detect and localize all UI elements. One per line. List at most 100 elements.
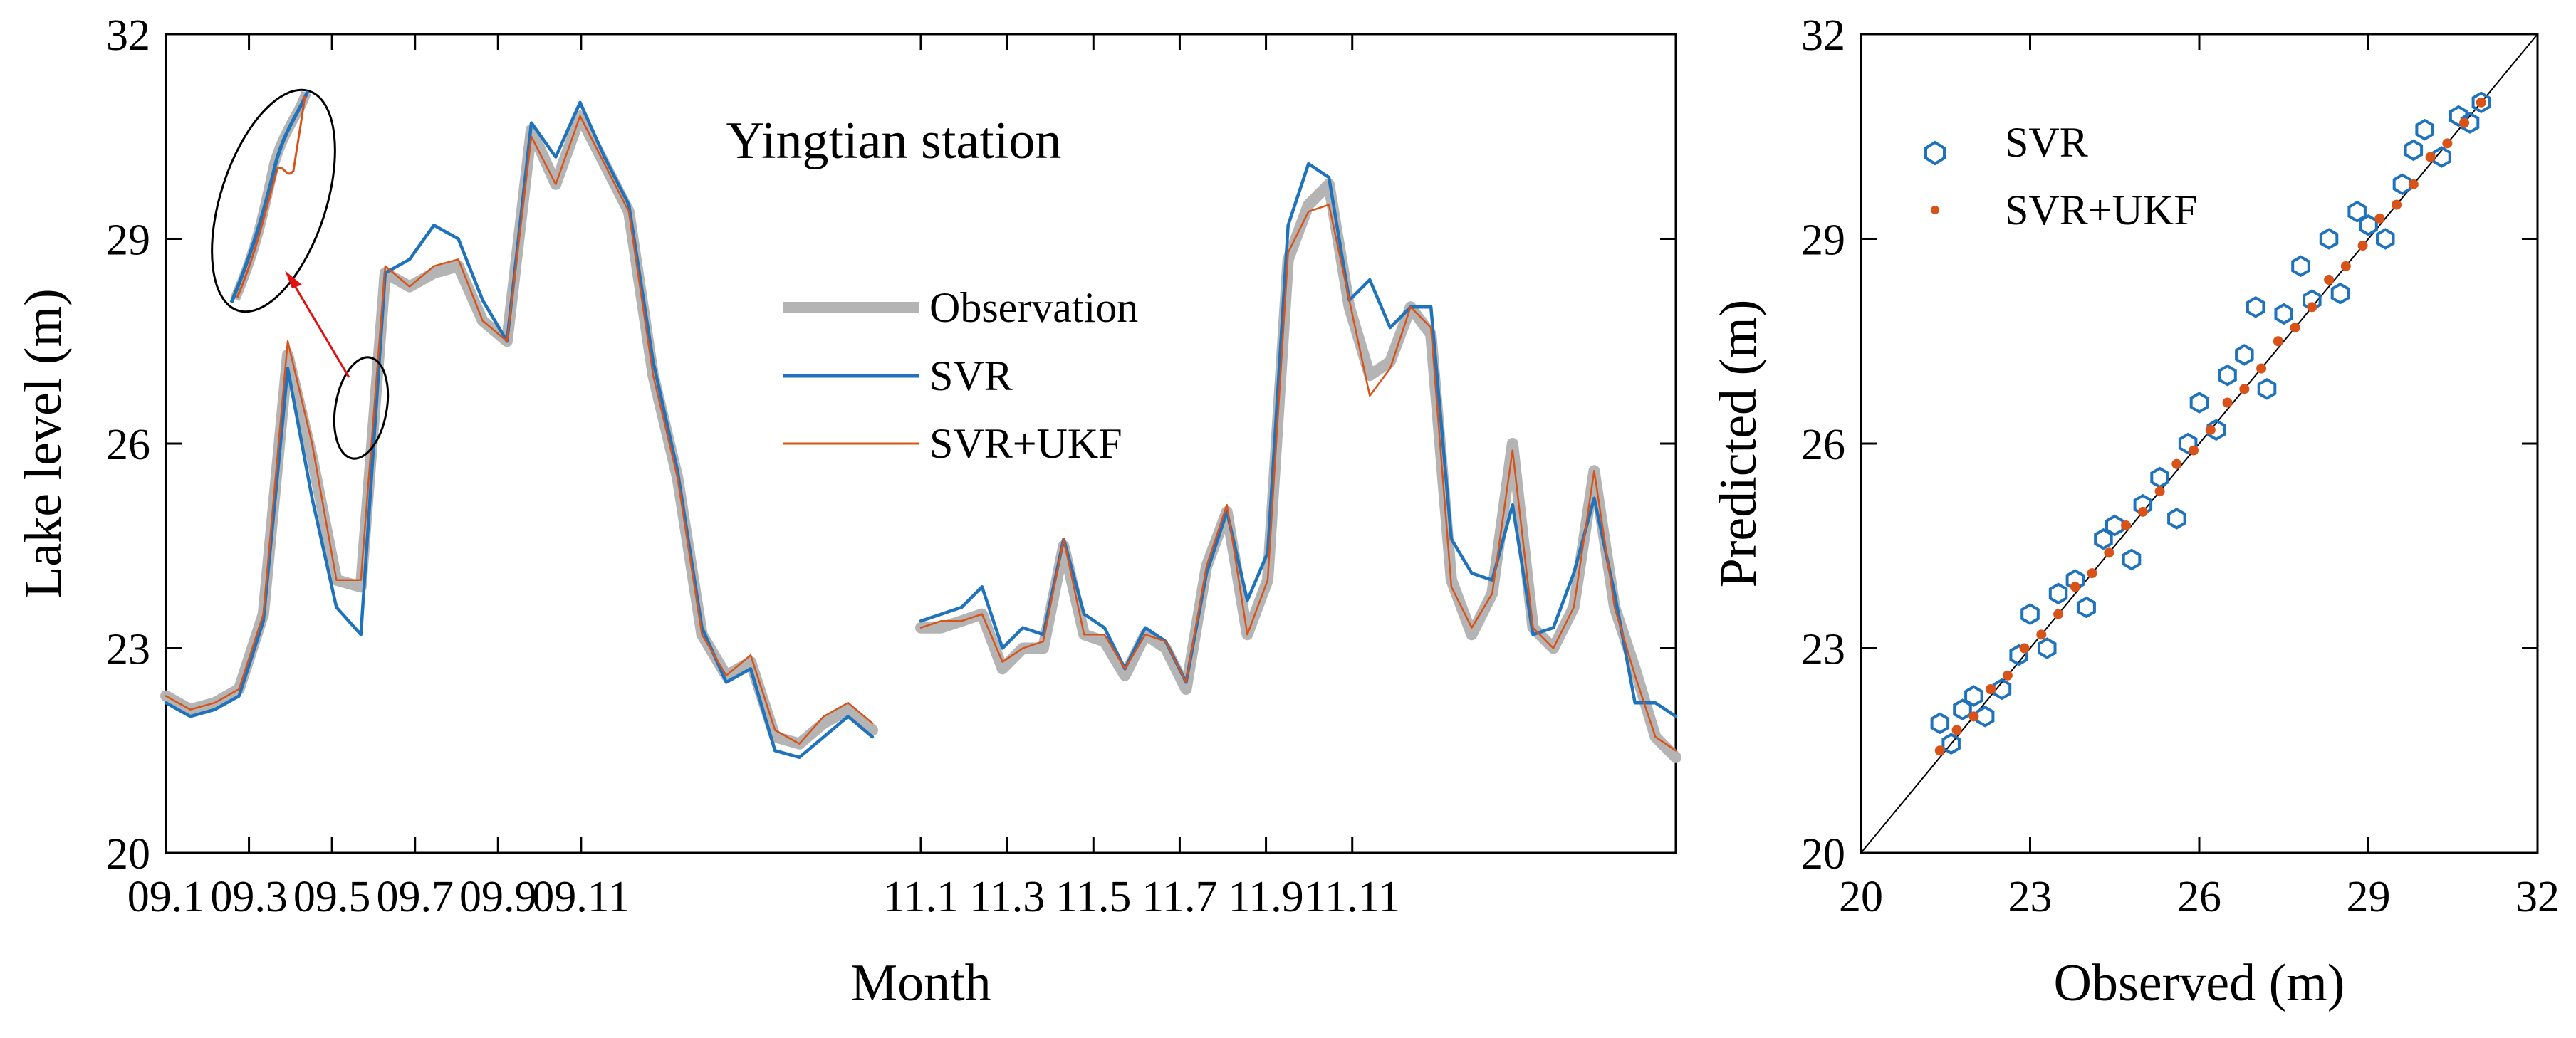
x-tick-label: 09.9 xyxy=(459,873,537,921)
scatter-point-svr-ukf xyxy=(2392,199,2402,210)
zoom-source-ellipse xyxy=(333,356,390,460)
inset-annotation xyxy=(211,88,390,460)
scatter-point-svr xyxy=(2432,146,2451,168)
scatter-legend: SVR SVR+UKF xyxy=(1924,119,2198,234)
legend-ukf-marker xyxy=(1931,206,1939,214)
x-tick-label: 11.5 xyxy=(1055,873,1131,921)
scatter-point-svr-ukf xyxy=(2053,609,2064,619)
scatter-point-svr xyxy=(2359,214,2378,236)
x-tick-label: 11.9 xyxy=(1228,873,1303,921)
scatter-point-svr-ukf xyxy=(2425,152,2436,162)
scatter-point-svr xyxy=(1992,678,2012,701)
zoom-arrow-line xyxy=(291,281,350,378)
scatter-point-svr-ukf xyxy=(2087,568,2097,579)
scatter-point-svr xyxy=(1941,733,1961,755)
x-tick-label: 11.11 xyxy=(1304,873,1400,921)
scatter-point-svr-ukf xyxy=(2070,582,2080,592)
series-line-svr-ukf-1 xyxy=(165,115,874,745)
x-tick-label: 09.7 xyxy=(376,873,454,921)
scatter-point-svr-ukf xyxy=(2459,117,2470,128)
scatter-legend-ukf-label: SVR+UKF xyxy=(2005,187,2198,234)
x-tick-label: 09.11 xyxy=(532,873,630,921)
scatter-legend-svr-label: SVR xyxy=(2005,119,2088,166)
scatter-points xyxy=(1930,91,2491,756)
x-tick-label: 11.3 xyxy=(969,873,1045,921)
scatter-point-svr-ukf xyxy=(1986,684,1996,694)
scatter-point-svr-ukf xyxy=(2239,384,2250,394)
y-tick-label: 26 xyxy=(106,421,150,469)
y-tick-label: 23 xyxy=(106,626,150,674)
x-tick-label: 11.1 xyxy=(883,873,959,921)
scatter-point-svr-ukf xyxy=(2357,241,2368,251)
scatter-point-svr xyxy=(2206,419,2226,441)
scatter-point-svr-ukf xyxy=(2171,458,2182,469)
scatter-point-svr-ukf xyxy=(2307,302,2317,313)
legend-ukf-label: SVR+UKF xyxy=(929,420,1122,467)
scatter-point-svr xyxy=(2178,432,2198,455)
scatter-y-tick-label: 32 xyxy=(1801,11,1845,60)
scatter-x-tick-label: 23 xyxy=(2008,873,2053,921)
scatter-x-tick-label: 26 xyxy=(2177,873,2221,921)
scatter-panel: 20 23 26 29 32 20 23 26 29 32 SVR SVR+UKF Observ… xyxy=(1709,11,2560,1012)
scatter-point-svr-ukf xyxy=(2154,486,2165,497)
scatter-point-svr-ukf xyxy=(2324,275,2335,285)
legend-svr-label: SVR xyxy=(929,352,1013,399)
scatter-point-svr xyxy=(2392,173,2412,196)
legend-observation-label: Observation xyxy=(929,284,1138,331)
scatter-x-tick-label: 20 xyxy=(1839,873,1883,921)
scatter-point-svr xyxy=(2105,514,2124,537)
scatter-point-svr-ukf xyxy=(2205,424,2216,435)
scatter-point-svr xyxy=(2404,139,2424,162)
scatter-point-svr xyxy=(2167,508,2186,530)
one-to-one-line xyxy=(1860,33,2538,854)
scatter-x-tick-label: 32 xyxy=(2515,873,2560,921)
scatter-point-svr xyxy=(2150,466,2169,489)
scatter-point-svr xyxy=(2449,105,2468,127)
scatter-point-svr-ukf xyxy=(2408,179,2419,189)
scatter-y-tick-label: 29 xyxy=(1801,216,1845,265)
scatter-point-svr xyxy=(1964,685,1983,707)
scatter-point-svr xyxy=(2020,603,2040,625)
scatter-y-label: Predicted (m) xyxy=(1709,300,1768,588)
scatter-point-svr-ukf xyxy=(2222,397,2233,408)
scatter-y-tick-label: 26 xyxy=(1801,421,1845,469)
x-tick-label: 09.1 xyxy=(127,873,205,921)
time-series-y-ticks: 20 23 26 29 32 xyxy=(106,11,1676,879)
scatter-point-svr-ukf xyxy=(1968,711,1979,722)
scatter-point-svr-ukf xyxy=(2104,547,2114,558)
scatter-point-svr xyxy=(2257,377,2277,400)
scatter-point-svr xyxy=(2077,596,2096,619)
scatter-point-svr xyxy=(2415,118,2434,141)
scatter-point-svr xyxy=(2235,344,2254,366)
x-tick-label: 09.3 xyxy=(210,873,288,921)
scatter-point-svr-ukf xyxy=(2374,213,2385,224)
y-tick-label: 32 xyxy=(106,11,150,60)
series-line-observation-2 xyxy=(915,178,1681,763)
scatter-point-svr-ukf xyxy=(1934,745,1945,756)
scatter-point-svr xyxy=(2319,228,2339,250)
scatter-y-tick-label: 20 xyxy=(1801,830,1845,879)
series-line-svr-2 xyxy=(919,162,1678,718)
scatter-point-svr-ukf xyxy=(2256,363,2267,374)
y-tick-label: 20 xyxy=(106,830,150,879)
scatter-point-svr xyxy=(2330,282,2350,305)
scatter-point-svr xyxy=(2291,255,2310,278)
scatter-point-svr xyxy=(2038,637,2057,659)
scatter-point-svr xyxy=(2376,228,2395,250)
scatter-y-ticks: 20 23 26 29 32 xyxy=(1801,11,2538,879)
time-series-x-label: Month xyxy=(850,954,991,1012)
scatter-point-svr xyxy=(1930,712,1950,735)
scatter-point-svr xyxy=(2347,200,2367,223)
scatter-point-svr-ukf xyxy=(2121,520,2132,530)
scatter-point-svr xyxy=(2471,91,2491,114)
scatter-x-ticks: 20 23 26 29 32 xyxy=(1839,34,2560,921)
scatter-point-svr-ukf xyxy=(2137,506,2148,517)
scatter-point-svr-ukf xyxy=(2476,97,2486,108)
series-line-svr-ukf-2 xyxy=(919,204,1677,752)
legend-svr-marker xyxy=(1924,140,1946,166)
scatter-point-svr-ukf xyxy=(2273,336,2283,347)
inset-svr-line xyxy=(229,90,310,303)
scatter-point-svr-ukf xyxy=(2002,670,2013,681)
scatter-point-svr-ukf xyxy=(2340,261,2351,271)
